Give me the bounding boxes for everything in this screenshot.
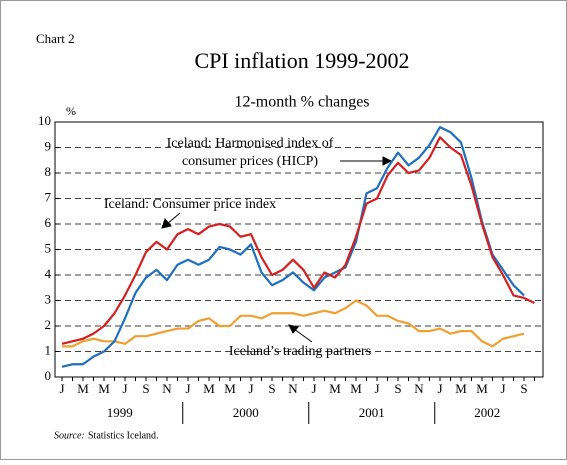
y-tick-label: 6 (45, 215, 52, 230)
plot-frame (54, 121, 544, 378)
series-line (62, 299, 525, 348)
y-tick-label: 0 (45, 368, 52, 383)
x-tick-label: M (455, 381, 467, 396)
x-tick-label: J (185, 381, 190, 396)
x-tick-label: N (288, 381, 298, 396)
annotation: Iceland: Harmonised index of (167, 136, 334, 151)
x-tick-label: S (142, 381, 149, 396)
series-line (61, 126, 525, 368)
y-tick-label: 1 (45, 342, 52, 357)
y-tick-label: 5 (45, 240, 52, 255)
x-tick-label: J (374, 381, 379, 396)
x-tick-label: J (248, 381, 253, 396)
y-tick-label: 3 (45, 291, 52, 306)
x-tick-label: J (500, 381, 505, 396)
x-tick-label: M (224, 381, 236, 396)
source-label: Source: (54, 430, 85, 441)
x-tick-label: M (98, 381, 110, 396)
x-tick-label: N (414, 381, 424, 396)
x-tick-label: S (394, 381, 401, 396)
x-group-label: 2000 (233, 405, 259, 420)
x-tick-label: S (520, 381, 527, 396)
chart-label: Chart 2 (36, 31, 75, 46)
x-tick-label: J (59, 381, 64, 396)
arrows (161, 156, 393, 343)
y-tick-label: 8 (45, 164, 52, 179)
y-tick-label: 10 (38, 113, 51, 128)
x-tick-label: J (311, 381, 316, 396)
series-line (61, 136, 535, 345)
y-tick-label: 4 (45, 266, 52, 281)
y-unit: % (66, 104, 76, 118)
x-tick-label: J (122, 381, 127, 396)
arrow (293, 328, 313, 343)
arrow-head (288, 324, 299, 334)
arrow-head (382, 156, 393, 166)
arrow-head (161, 218, 172, 229)
y-tick-label: 2 (45, 317, 52, 332)
x-tick-label: M (203, 381, 215, 396)
x-tick-label: S (268, 381, 275, 396)
x-tick-label: M (329, 381, 341, 396)
x-group-label: 2002 (474, 405, 500, 420)
x-tick-label: M (476, 381, 488, 396)
x-tick-label: M (77, 381, 89, 396)
arrow (166, 212, 181, 225)
x-group-label: 1999 (107, 405, 133, 420)
x-group-label: 2001 (359, 405, 385, 420)
x-tick-label: M (350, 381, 362, 396)
series-label: Iceland: Consumer price index (104, 197, 276, 212)
x-tick-label: J (437, 381, 442, 396)
y-tick-label: 9 (45, 138, 52, 153)
annotation: consumer prices (HICP) (182, 154, 318, 169)
chart-title: CPI inflation 1999-2002 (194, 48, 409, 73)
source: Statistics Iceland. (88, 430, 159, 441)
y-tick-label: 7 (45, 189, 52, 204)
chart-subtitle: 12-month % changes (234, 94, 369, 111)
x-tick-label: N (162, 381, 172, 396)
